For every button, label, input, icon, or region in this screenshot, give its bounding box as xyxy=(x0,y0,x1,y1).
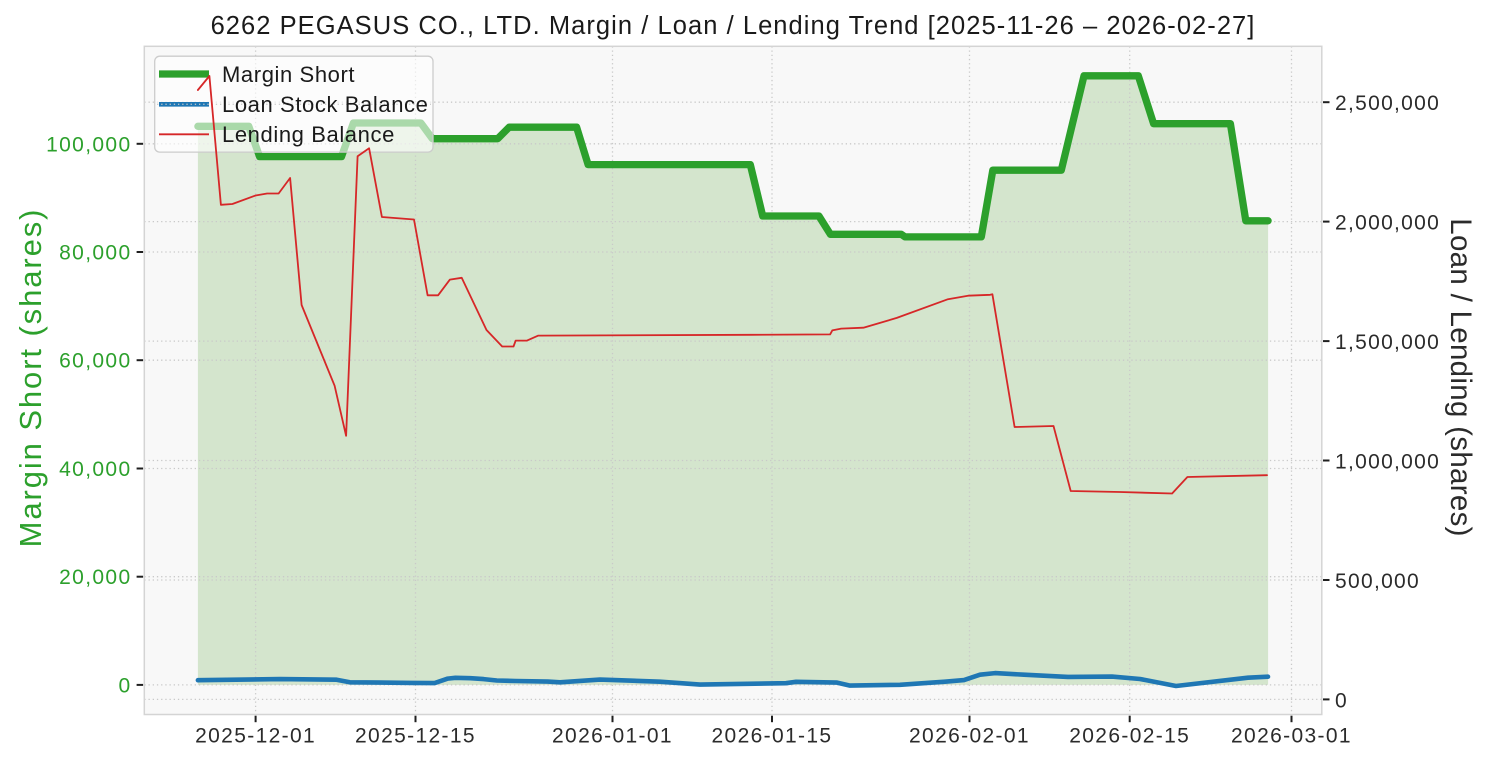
svg-text:Margin Short (shares): Margin Short (shares) xyxy=(13,208,48,548)
svg-text:6262 PEGASUS CO., LTD. Margin: 6262 PEGASUS CO., LTD. Margin / Loan / L… xyxy=(211,12,1256,40)
svg-text:2026-03-01: 2026-03-01 xyxy=(1231,724,1352,747)
svg-text:500,000: 500,000 xyxy=(1335,570,1420,593)
svg-text:Lending Balance: Lending Balance xyxy=(222,122,395,147)
svg-text:100,000: 100,000 xyxy=(46,133,131,156)
svg-text:40,000: 40,000 xyxy=(59,458,131,481)
svg-text:0: 0 xyxy=(1335,689,1348,712)
svg-text:Loan / Lending (shares): Loan / Lending (shares) xyxy=(1444,218,1477,537)
svg-text:Margin Short: Margin Short xyxy=(222,62,355,87)
svg-text:2025-12-01: 2025-12-01 xyxy=(195,724,316,747)
svg-text:2026-02-01: 2026-02-01 xyxy=(909,724,1030,747)
svg-text:20,000: 20,000 xyxy=(59,566,131,589)
svg-text:80,000: 80,000 xyxy=(59,242,131,265)
svg-text:2026-02-15: 2026-02-15 xyxy=(1069,724,1190,747)
svg-text:1,500,000: 1,500,000 xyxy=(1335,331,1440,354)
svg-text:2,500,000: 2,500,000 xyxy=(1335,92,1440,115)
svg-text:2026-01-15: 2026-01-15 xyxy=(712,724,833,747)
svg-text:2,000,000: 2,000,000 xyxy=(1335,212,1440,235)
svg-text:60,000: 60,000 xyxy=(59,350,131,373)
svg-text:Loan Stock Balance: Loan Stock Balance xyxy=(222,92,429,117)
svg-text:2025-12-15: 2025-12-15 xyxy=(355,724,476,747)
svg-text:0: 0 xyxy=(118,674,131,697)
svg-text:2026-01-01: 2026-01-01 xyxy=(552,724,673,747)
svg-text:1,000,000: 1,000,000 xyxy=(1335,451,1440,474)
